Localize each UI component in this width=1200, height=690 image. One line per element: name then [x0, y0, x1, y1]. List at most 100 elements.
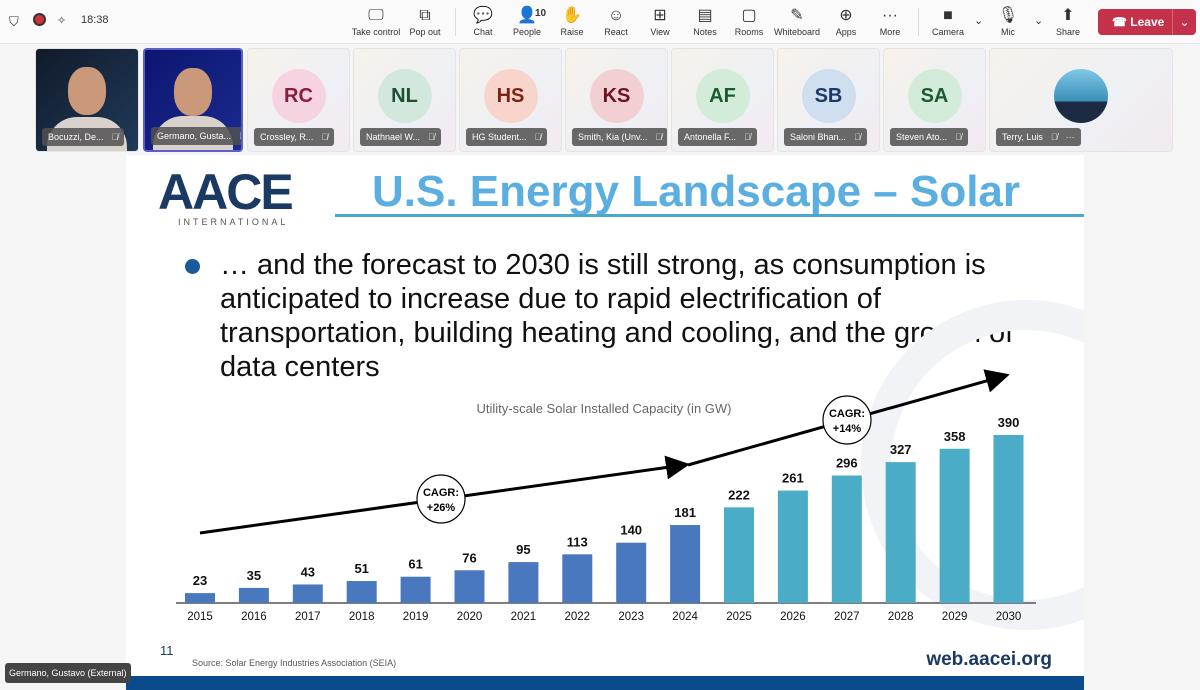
- participant-tile[interactable]: KS Smith, Kia (Unv... 🎙̸: [565, 48, 668, 152]
- participant-tile[interactable]: SB Saloni Bhan... 🎙̸: [777, 48, 880, 152]
- data-label: 35: [247, 568, 261, 583]
- button-label: Apps: [835, 27, 857, 37]
- data-label: 390: [998, 415, 1020, 430]
- mic-muted-icon: 🎙̸: [428, 132, 435, 142]
- participant-tile[interactable]: NL Nathnael W... 🎙̸: [353, 48, 456, 152]
- aace-logo: AACE INTERNATIONAL: [158, 167, 328, 233]
- avatar: AF: [695, 69, 750, 123]
- button-label: Mic: [1001, 27, 1015, 37]
- cagr-label: CAGR:: [423, 487, 459, 499]
- x-tick-label: 2026: [780, 611, 806, 623]
- mic-muted-icon: 🎙̸: [1050, 132, 1058, 142]
- watermark-globe: [861, 300, 1084, 630]
- camera-button[interactable]: ■ Camera: [918, 5, 978, 37]
- participant-tile[interactable]: RC Crossley, R... 🎙̸: [247, 48, 350, 152]
- rooms-button[interactable]: ▢ Rooms: [719, 5, 779, 37]
- view-button[interactable]: ⊞ View: [630, 5, 690, 37]
- data-label: 113: [567, 534, 588, 549]
- button-label: View: [650, 27, 670, 37]
- meeting-toolbar: ⛉ ✧ 18:38 🖵 Take control ⧉ Pop out 💬 Chat 👤 10 P…: [0, 0, 1200, 44]
- participant-name: Steven Ato... 🎙̸: [890, 128, 968, 146]
- participant-name: Bocuzzi, De... 🎙̸: [42, 128, 125, 146]
- leave-label: Leave: [1130, 15, 1165, 29]
- data-label: 296: [836, 455, 858, 470]
- data-label: 181: [674, 505, 696, 520]
- x-tick-label: 2025: [726, 611, 752, 623]
- participant-name: Germano, Gusta... 🎙̸: [151, 127, 241, 145]
- raise-button[interactable]: ✋ Raise: [542, 5, 602, 37]
- bar-2024: [670, 525, 701, 603]
- recording-icon[interactable]: [33, 13, 46, 26]
- cagr-value: +26%: [427, 502, 456, 514]
- chevron-down-icon[interactable]: ⌄: [1172, 9, 1196, 35]
- mic-button[interactable]: 🎙 Mic: [978, 5, 1038, 37]
- pop-out-button[interactable]: ⧉ Pop out: [395, 5, 455, 37]
- share-button[interactable]: ⬆ Share: [1038, 5, 1098, 37]
- chat-button[interactable]: 💬 Chat: [453, 5, 513, 37]
- data-label: 51: [354, 561, 368, 576]
- shield-icon[interactable]: ⛉: [9, 14, 19, 29]
- people-button[interactable]: 👤 10 People: [497, 5, 557, 37]
- take-control-button[interactable]: 🖵 Take control: [346, 5, 406, 37]
- data-label: 358: [944, 429, 966, 444]
- mic-muted-icon: 🎙̸: [655, 132, 663, 142]
- x-tick-label: 2021: [511, 611, 537, 623]
- bar-2017: [292, 584, 323, 603]
- participant-tile[interactable]: Germano, Gusta... 🎙̸: [143, 48, 243, 152]
- participant-tile[interactable]: Terry, Luis 🎙̸ ···: [989, 48, 1173, 152]
- button-label: Pop out: [409, 27, 441, 37]
- avatar: SA: [907, 69, 962, 123]
- mic-muted-icon: 🎙̸: [534, 132, 542, 142]
- cagr-bubble: [416, 474, 466, 524]
- camera-off-icon: ■: [943, 7, 953, 24]
- mic-muted-icon: 🎙̸: [955, 132, 962, 142]
- cagr-value: +14%: [833, 423, 862, 435]
- participant-name-text: Bocuzzi, De...: [48, 132, 104, 142]
- notes-button[interactable]: ▤ Notes: [675, 5, 735, 37]
- whiteboard-button[interactable]: ✎ Whiteboard: [767, 5, 827, 37]
- participant-name-text: Germano, Gusta...: [157, 131, 232, 141]
- sparkle-icon[interactable]: ✧: [57, 15, 67, 27]
- data-label: 261: [782, 471, 804, 486]
- avatar: RC: [271, 69, 326, 123]
- page-number: 11: [160, 643, 174, 658]
- more-options-icon[interactable]: ···: [1065, 132, 1075, 142]
- chevron-down-icon[interactable]: ⌄: [1034, 15, 1044, 27]
- participant-tile[interactable]: SA Steven Ato... 🎙̸: [883, 48, 986, 152]
- button-label: Chat: [473, 27, 493, 37]
- x-tick-label: 2015: [187, 611, 213, 623]
- participant-tile[interactable]: AF Antonella F... 🎙̸: [671, 48, 774, 152]
- chevron-down-icon[interactable]: ⌄: [974, 15, 984, 27]
- apps-button[interactable]: ⊕ Apps: [816, 5, 876, 37]
- participant-tile[interactable]: Bocuzzi, De... 🎙̸: [35, 48, 139, 152]
- avatar: KS: [589, 69, 644, 123]
- x-tick-label: 2016: [241, 611, 267, 623]
- more-button[interactable]: ··· More: [860, 5, 920, 37]
- participant-name: HG Student... 🎙̸: [466, 128, 548, 146]
- button-label: Whiteboard: [773, 27, 821, 37]
- logo-text: AACE: [158, 164, 294, 220]
- data-label: 140: [620, 523, 642, 538]
- participant-strip: Bocuzzi, De... 🎙̸ Germano, Gusta... 🎙̸ RC Cro…: [0, 45, 1200, 155]
- people-icon: 👤: [517, 7, 537, 24]
- participant-name: Nathnael W... 🎙̸: [360, 128, 441, 146]
- button-label: People: [512, 27, 542, 37]
- leave-button[interactable]: ☎ Leave ⌄: [1098, 9, 1196, 35]
- cagr-label: CAGR:: [829, 408, 865, 420]
- share-icon: ⬆: [1061, 7, 1075, 24]
- phone-icon: ☎: [1112, 15, 1131, 29]
- participant-name: Terry, Luis 🎙̸ ···: [996, 128, 1081, 146]
- x-tick-label: 2029: [942, 611, 968, 623]
- react-button[interactable]: ☺ React: [586, 5, 646, 37]
- bar-2019: [400, 576, 431, 603]
- participant-name-text: Terry, Luis: [1002, 132, 1043, 142]
- bar-2026: [777, 490, 808, 603]
- mic-muted-icon: 🎙̸: [854, 132, 861, 142]
- chat-icon: 💬: [473, 7, 493, 24]
- x-tick-label: 2023: [618, 611, 644, 623]
- data-label: 43: [301, 564, 315, 579]
- bullet-text: … and the forecast to 2030 is still stro…: [220, 249, 1014, 383]
- participant-tile[interactable]: HS HG Student... 🎙̸: [459, 48, 562, 152]
- avatar-photo: [1054, 69, 1108, 123]
- x-tick-label: 2027: [834, 611, 860, 623]
